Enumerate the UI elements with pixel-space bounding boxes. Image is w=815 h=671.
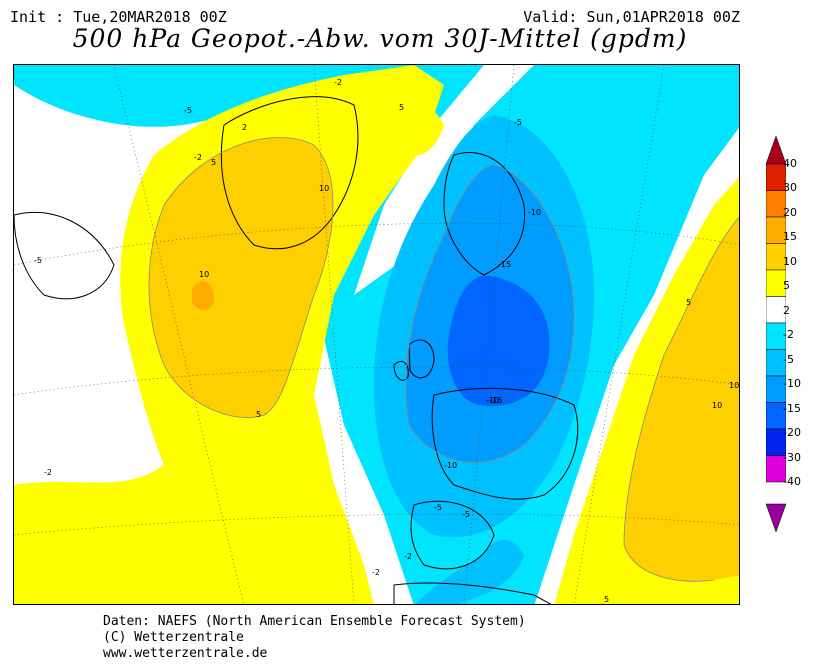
- legend-label: 15: [783, 230, 797, 244]
- contour-label: -2: [404, 552, 412, 561]
- contour-label: -10: [444, 461, 457, 470]
- legend-label: 10: [783, 254, 797, 268]
- zone-positive-small: [394, 101, 444, 156]
- footer-copyright: (C) Wetterzentrale: [103, 630, 244, 645]
- contour-label: -5: [462, 510, 470, 519]
- footer-url: www.wetterzentrale.de: [103, 646, 268, 661]
- footer-data-source: Daten: NAEFS (North American Ensemble Fo…: [103, 614, 526, 629]
- contour-label: -10: [486, 396, 499, 405]
- coastlines: [14, 96, 579, 604]
- color-legend: 40 30 20 15 10 5 2 -2 -5 -10 -15 -20 -30 -40: [766, 136, 815, 536]
- contour-label: -5: [434, 503, 442, 512]
- contour-label: 2: [242, 123, 247, 132]
- zone-positive-5-10-east: [624, 217, 739, 582]
- contour-label: 10: [712, 401, 722, 410]
- contour-label: -2: [372, 568, 380, 577]
- contour-label: 10: [319, 184, 329, 193]
- legend-label: 40: [783, 157, 797, 170]
- legend-swatch: [766, 455, 786, 483]
- graticule: [14, 65, 739, 604]
- contour-lines: [148, 137, 739, 582]
- legend-label: 30: [783, 181, 797, 195]
- contour-label: -5: [34, 256, 42, 265]
- map-svg: -5 -2 2 5 10 -10 -15 -16 5 -5 -2 -2 -10 …: [14, 65, 739, 604]
- contour-label: -2: [194, 153, 202, 162]
- zone-neutral-gap: [354, 65, 534, 295]
- zone-positive-10-atlantic: [192, 281, 214, 311]
- legend-label: -10: [783, 377, 801, 391]
- contour-label: 5: [211, 158, 216, 167]
- contour-label: 10: [729, 381, 739, 390]
- legend-label: -40: [783, 475, 801, 488]
- contour-label: -2: [334, 78, 342, 87]
- contour-label: -10: [528, 208, 541, 217]
- contour-label: -5: [184, 106, 192, 115]
- contour-label-group: -5 -2 2 5 10 -10 -15 -16 5 -5 -2 -2 -10 …: [34, 78, 739, 604]
- footer-credits: Daten: NAEFS (North American Ensemble Fo…: [103, 614, 526, 662]
- zone-negative-iberia: [416, 540, 524, 604]
- map-title: 500 hPa Geopot.-Abw. vom 30J-Mittel (gpd…: [72, 24, 688, 53]
- legend-label: -30: [783, 450, 801, 464]
- zone-negative-15-20: [447, 275, 550, 406]
- contour-label: 5: [399, 103, 404, 112]
- init-time: Init : Tue,20MAR2018 00Z: [10, 8, 227, 26]
- contour-label: 10: [199, 270, 209, 279]
- contour-label: 5: [604, 595, 609, 604]
- contour-label: 5: [256, 410, 261, 419]
- legend-label: -20: [783, 426, 801, 440]
- zone-positive-5-10-atlantic: [149, 137, 333, 418]
- anomaly-map: -5 -2 2 5 10 -10 -15 -16 5 -5 -2 -2 -10 …: [13, 64, 740, 605]
- contour-label: -16: [489, 396, 502, 405]
- legend-label: -15: [783, 401, 801, 415]
- legend-label: 20: [783, 205, 797, 219]
- legend-bar: [766, 136, 786, 533]
- legend-arrow-bottom: [766, 503, 786, 533]
- contour-label: -5: [514, 118, 522, 127]
- contour-label: -15: [498, 260, 511, 269]
- contour-label: 5: [686, 298, 691, 307]
- valid-time: Valid: Sun,01APR2018 00Z: [523, 8, 740, 26]
- legend-label: -2: [783, 328, 794, 342]
- legend-label: -5: [783, 352, 794, 366]
- legend-label: 2: [783, 303, 790, 317]
- legend-label: 5: [783, 279, 790, 293]
- contour-label: -2: [44, 468, 52, 477]
